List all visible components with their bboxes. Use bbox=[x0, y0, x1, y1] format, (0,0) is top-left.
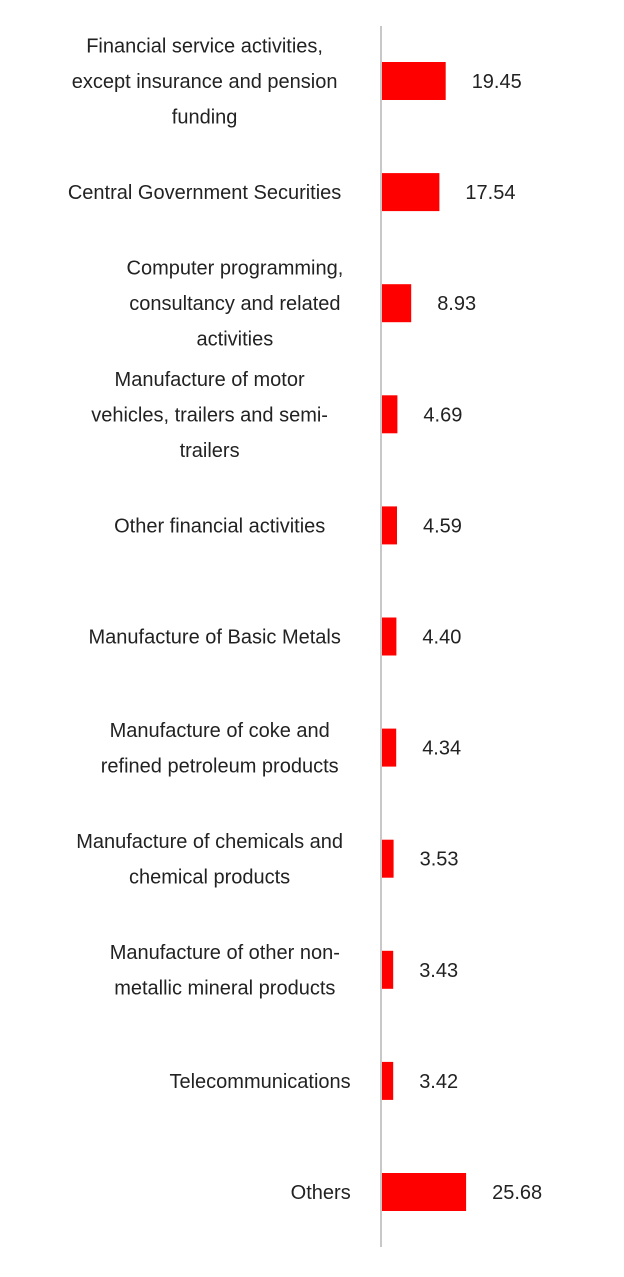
category-label: Computer programming, consultancy and rel… bbox=[127, 258, 344, 351]
category-label: Manufacture of motor vehicles, trailers a… bbox=[91, 369, 328, 462]
value-label: 3.42 bbox=[419, 1071, 458, 1093]
category-labels: Financial service activities, except insu… bbox=[68, 36, 351, 1205]
value-label: 3.43 bbox=[419, 960, 458, 982]
category-label: Manufacture of Basic Metals bbox=[89, 627, 341, 649]
category-label-line: activities bbox=[197, 329, 274, 351]
category-label: Manufacture of coke and refined petroleum… bbox=[101, 720, 339, 778]
value-label: 4.69 bbox=[423, 404, 462, 426]
category-label-line: consultancy and related bbox=[129, 293, 340, 315]
category-label-line: vehicles, trailers and semi- bbox=[91, 404, 328, 426]
category-label-line: Central Government Securities bbox=[68, 182, 341, 204]
value-label: 3.53 bbox=[420, 849, 459, 871]
value-labels: 19.45 17.54 8.93 4.69 4.59 4.40 4.34 3.53 3.43 3.… bbox=[419, 71, 542, 1204]
bar bbox=[382, 728, 397, 767]
category-label: Other financial activities bbox=[114, 515, 325, 537]
category-label-line: metallic mineral products bbox=[114, 978, 335, 1000]
value-label: 4.34 bbox=[422, 738, 461, 760]
bar bbox=[382, 1173, 467, 1211]
category-label-line: Computer programming, bbox=[127, 258, 344, 280]
bar bbox=[382, 62, 446, 100]
category-label-line: Manufacture of Basic Metals bbox=[89, 627, 341, 649]
category-label-line: Others bbox=[291, 1182, 351, 1204]
category-label: Financial service activities, except insu… bbox=[72, 36, 338, 129]
value-label: 17.54 bbox=[465, 182, 515, 204]
bar bbox=[382, 1061, 394, 1100]
category-label-line: Manufacture of chemicals and bbox=[76, 831, 343, 853]
category-label-line: refined petroleum products bbox=[101, 755, 339, 777]
category-label-line: Manufacture of motor bbox=[115, 369, 305, 391]
category-label-line: Manufacture of coke and bbox=[110, 720, 330, 742]
category-label-line: Financial service activities, bbox=[86, 36, 323, 58]
bar bbox=[382, 506, 397, 545]
category-label: Telecommunications bbox=[169, 1071, 350, 1093]
category-label-line: funding bbox=[172, 107, 238, 129]
bar bbox=[382, 617, 397, 656]
category-label-line: trailers bbox=[180, 440, 240, 462]
value-label: 25.68 bbox=[492, 1182, 542, 1204]
bar bbox=[382, 395, 398, 434]
category-label-line: Telecommunications bbox=[169, 1071, 350, 1093]
value-label: 19.45 bbox=[472, 71, 522, 93]
category-label: Manufacture of other non-metallic minera… bbox=[110, 942, 340, 1000]
bar bbox=[382, 839, 394, 878]
category-label-line: except insurance and pension bbox=[72, 71, 338, 93]
value-label: 4.40 bbox=[422, 627, 461, 649]
category-label-line: Other financial activities bbox=[114, 515, 325, 537]
bar bbox=[382, 284, 412, 323]
bar bbox=[382, 173, 440, 212]
category-label: Manufacture of chemicals and chemical pro… bbox=[76, 831, 343, 889]
category-label-line: Manufacture of other non- bbox=[110, 942, 340, 964]
category-label: Others bbox=[291, 1182, 351, 1204]
bars bbox=[382, 62, 467, 1211]
value-label: 4.59 bbox=[423, 515, 462, 537]
category-label-line: chemical products bbox=[129, 866, 290, 888]
value-label: 8.93 bbox=[437, 293, 476, 315]
category-label: Central Government Securities bbox=[68, 182, 341, 204]
bar bbox=[382, 950, 394, 989]
